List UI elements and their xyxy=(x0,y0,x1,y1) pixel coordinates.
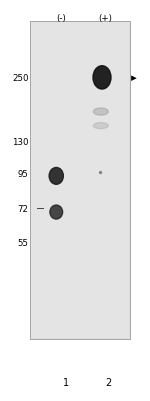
Ellipse shape xyxy=(49,168,63,185)
Bar xyxy=(31,23,129,338)
Text: 1: 1 xyxy=(63,377,69,387)
Text: 130: 130 xyxy=(12,138,28,147)
Text: 95: 95 xyxy=(18,170,28,179)
Text: (-): (-) xyxy=(57,14,66,22)
Ellipse shape xyxy=(93,67,111,90)
Bar xyxy=(30,22,130,339)
Text: 55: 55 xyxy=(18,238,28,247)
Ellipse shape xyxy=(50,205,63,220)
Text: 72: 72 xyxy=(18,204,28,213)
Text: 2: 2 xyxy=(105,377,111,387)
Ellipse shape xyxy=(93,123,108,129)
Text: 250: 250 xyxy=(12,74,28,83)
Ellipse shape xyxy=(93,109,108,116)
Text: (+): (+) xyxy=(98,14,112,22)
